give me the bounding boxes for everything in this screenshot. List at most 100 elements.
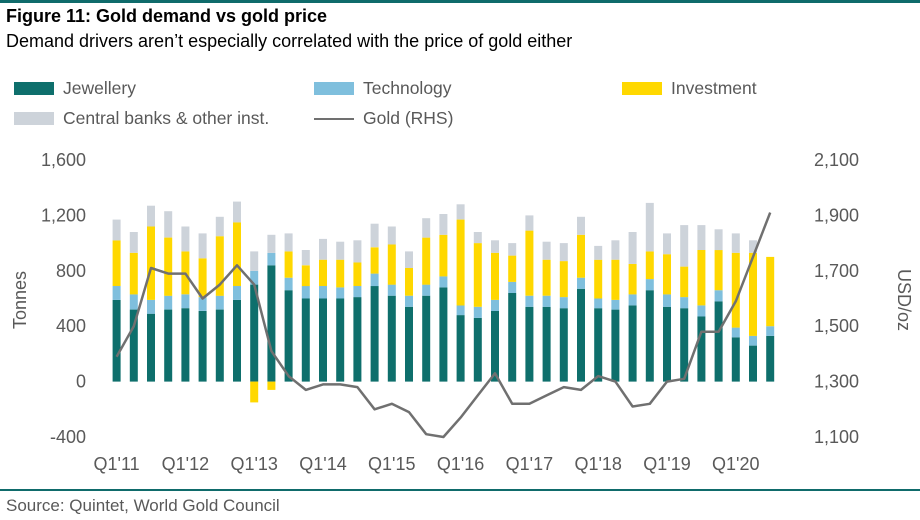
bar-investment [645,251,654,280]
bar-jewellery [577,288,585,382]
legend-item-gold: Gold (RHS) [314,108,453,129]
legend-label-technology: Technology [363,78,452,98]
bar-investment [594,259,603,299]
bar-central_banks [164,211,173,238]
legend-item-investment: Investment [622,78,757,99]
bar-central_banks [112,219,121,241]
y2-tick-label: 1,300 [814,372,859,392]
bar-investment [525,230,534,296]
bar-jewellery [663,306,671,382]
bar-central_banks [284,233,293,252]
x-tick-label: Q1'20 [712,454,759,474]
bar-central_banks [267,234,276,253]
bar-central_banks [714,229,723,251]
bar-investment [473,243,482,307]
bar-investment [766,256,775,327]
y2-tick-label: 1,900 [814,205,859,225]
bar-technology [663,294,671,307]
bar-technology [112,286,121,300]
legend-label-jewellery: Jewellery [63,78,136,98]
legend-swatch-investment [622,82,662,95]
bar-investment [405,268,413,296]
bar-investment [663,254,671,295]
bar-central_banks [233,201,241,223]
bar-central_banks [542,241,551,260]
bar-jewellery [198,311,207,382]
bar-technology [559,297,568,309]
bar-jewellery [267,265,276,382]
bar-central_banks [508,243,517,256]
x-tick-label: Q1'13 [230,454,277,474]
bar-technology [147,299,155,314]
bar-central_banks [370,223,379,248]
y-tick-label: 800 [56,261,86,281]
bar-technology [129,294,138,310]
y-tick-label: 1,200 [41,205,86,225]
bar-investment [714,250,723,291]
bar-jewellery [353,297,362,382]
bar-technology [267,252,276,266]
bar-central_banks [577,216,585,235]
bar-technology [628,294,637,306]
bar-jewellery [301,298,310,382]
bar-investment [319,259,327,286]
bar-investment [267,381,276,390]
bar-jewellery [594,308,603,382]
bar-jewellery [439,287,448,382]
bar-technology [353,286,362,298]
legend-label-gold: Gold (RHS) [363,108,454,128]
bar-technology [611,299,620,310]
bar-technology [405,295,413,307]
bar-investment [697,250,706,306]
x-axis-ticks: Q1'11 Q1'12 Q1'13 Q1'14 Q1'15 Q1'16 Q1'17 Q1'18… [94,454,760,474]
bar-jewellery [215,309,224,382]
bar-investment [731,252,740,328]
bar-jewellery [319,298,327,382]
x-tick-label: Q1'18 [574,454,621,474]
bar-investment [370,247,379,274]
bar-investment [508,255,517,282]
bar-investment [233,222,241,286]
bar-investment [628,263,637,295]
bar-central_banks [525,215,534,231]
bar-central_banks [439,214,448,235]
bar-central_banks [473,232,482,244]
bar-central_banks [456,204,465,220]
bar-jewellery [112,299,121,382]
bar-technology [198,297,207,311]
bar-central_banks [697,225,706,250]
legend-swatch-central-banks [14,112,54,125]
bar-central_banks [663,233,671,255]
bar-investment [129,252,138,295]
y-axis-ticks: -400 0 400 800 1,200 1,600 [41,150,86,447]
bar-technology [422,284,431,296]
bar-central_banks [181,226,190,252]
bottom-rule [0,489,920,491]
bar-jewellery [491,311,499,382]
x-tick-label: Q1'15 [368,454,415,474]
bar-jewellery [731,337,740,382]
bar-technology [766,326,775,336]
bar-technology [319,286,327,299]
bar-investment [336,259,345,288]
bar-central_banks [611,240,620,260]
bar-central_banks [680,225,689,267]
bar-central_banks [559,243,568,262]
bar-technology [525,295,534,307]
y2-tick-label: 2,100 [814,150,859,170]
bar-jewellery [336,298,345,382]
bar-technology [284,277,293,291]
bar-central_banks [645,202,654,252]
bar-jewellery [766,335,775,382]
bar-investment [456,219,465,306]
bar-technology [181,294,190,309]
bar-central_banks [491,240,499,253]
x-tick-label: Q1'16 [437,454,484,474]
bar-technology [594,298,603,309]
x-tick-label: Q1'14 [299,454,346,474]
bar-central_banks [198,233,207,259]
bar-technology [645,279,654,291]
bar-investment [577,234,585,278]
bar-technology [473,306,482,318]
bar-investment [250,381,259,403]
